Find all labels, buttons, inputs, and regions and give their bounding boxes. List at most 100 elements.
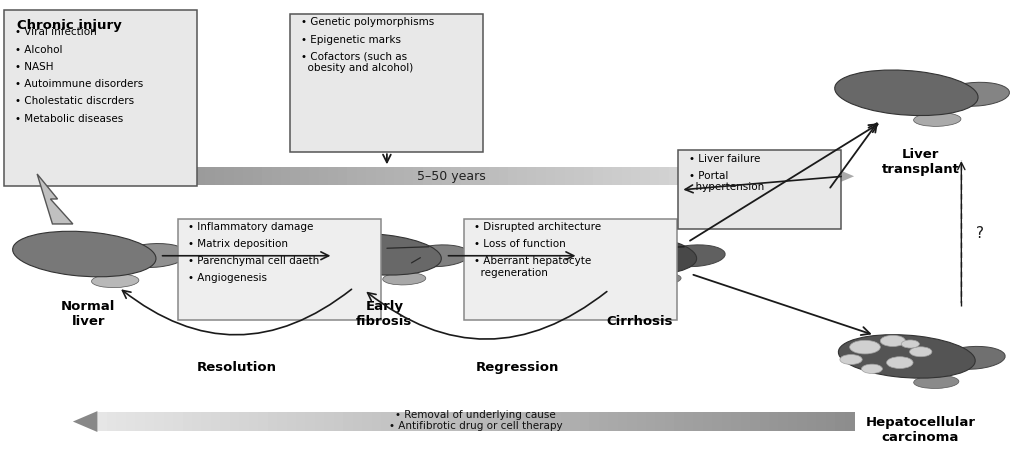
Bar — [343, 413, 354, 430]
Circle shape — [850, 340, 881, 354]
Ellipse shape — [835, 70, 978, 116]
Bar — [773, 167, 783, 186]
Bar — [329, 167, 339, 186]
Bar — [688, 167, 698, 186]
Bar — [565, 167, 575, 186]
Bar — [527, 167, 538, 186]
Bar — [769, 413, 779, 430]
Bar — [665, 413, 676, 430]
Text: • Angiogenesis: • Angiogenesis — [188, 273, 267, 283]
Bar — [262, 167, 272, 186]
Bar — [778, 413, 788, 430]
Text: Hepatocellular
carcinoma: Hepatocellular carcinoma — [865, 416, 976, 444]
Bar — [546, 167, 556, 186]
Bar — [168, 167, 178, 186]
Bar — [111, 167, 121, 186]
Text: • Genetic polymorphisms: • Genetic polymorphisms — [301, 17, 434, 27]
Bar — [659, 167, 670, 186]
Text: • Aberrant hepatocyte
  regeneration: • Aberrant hepatocyte regeneration — [474, 256, 592, 278]
Circle shape — [881, 335, 905, 346]
Bar — [735, 167, 745, 186]
Circle shape — [861, 364, 883, 373]
Bar — [542, 413, 552, 430]
Bar — [489, 167, 500, 186]
Bar — [845, 413, 855, 430]
Bar — [787, 413, 799, 430]
Bar — [309, 167, 319, 186]
Bar — [617, 413, 628, 430]
Ellipse shape — [941, 82, 1010, 106]
Bar — [713, 413, 723, 430]
Bar — [707, 167, 717, 186]
Bar — [816, 413, 826, 430]
Text: Early
fibrosis: Early fibrosis — [356, 300, 413, 329]
Bar — [432, 167, 442, 186]
Bar — [523, 413, 534, 430]
Bar — [202, 413, 212, 430]
Text: Regression: Regression — [475, 361, 559, 373]
Bar — [403, 167, 415, 186]
Bar — [177, 167, 187, 186]
Polygon shape — [37, 174, 73, 224]
Bar — [782, 167, 793, 186]
Bar — [356, 167, 368, 186]
Bar — [631, 167, 641, 186]
Bar — [622, 167, 632, 186]
Bar — [702, 413, 714, 430]
Bar — [602, 167, 613, 186]
Bar — [278, 413, 288, 430]
Bar — [580, 413, 590, 430]
Bar — [820, 167, 830, 186]
Bar — [763, 167, 774, 186]
Bar — [457, 413, 467, 430]
Bar — [466, 413, 477, 430]
Ellipse shape — [913, 375, 958, 388]
Bar — [693, 413, 703, 430]
Bar — [390, 413, 401, 430]
Bar — [726, 167, 736, 186]
Bar — [144, 413, 156, 430]
Bar — [215, 167, 225, 186]
Bar — [205, 167, 216, 186]
Bar — [716, 167, 727, 186]
Bar — [447, 413, 458, 430]
Bar — [233, 167, 244, 186]
Bar — [240, 413, 250, 430]
Bar — [120, 167, 131, 186]
Bar — [754, 167, 764, 186]
Bar — [296, 413, 306, 430]
Bar — [148, 167, 159, 186]
Bar — [229, 413, 241, 430]
Bar — [452, 167, 462, 186]
Bar — [627, 413, 638, 430]
Bar — [555, 167, 566, 186]
Bar — [394, 167, 404, 186]
Bar — [164, 413, 174, 430]
Bar — [287, 413, 297, 430]
FancyBboxPatch shape — [178, 218, 381, 320]
Bar — [495, 413, 505, 430]
Bar — [461, 167, 471, 186]
Text: Liver
transplant: Liver transplant — [882, 148, 959, 176]
Bar — [414, 167, 424, 186]
Text: • Disrupted architecture: • Disrupted architecture — [474, 222, 601, 232]
Bar — [347, 167, 357, 186]
Text: • Metabolic diseases: • Metabolic diseases — [14, 114, 123, 123]
Text: Resolution: Resolution — [197, 361, 276, 373]
Bar — [423, 167, 433, 186]
Bar — [101, 167, 112, 186]
Bar — [593, 167, 603, 186]
Bar — [744, 167, 755, 186]
Bar — [428, 413, 439, 430]
Text: • Inflammatory damage: • Inflammatory damage — [188, 222, 313, 232]
Bar — [438, 413, 449, 430]
Bar — [801, 167, 812, 186]
Text: • Removal of underlying cause: • Removal of underlying cause — [395, 410, 556, 420]
Bar — [697, 167, 708, 186]
Ellipse shape — [663, 245, 725, 266]
Ellipse shape — [311, 234, 441, 275]
Bar — [338, 167, 348, 186]
Bar — [117, 413, 127, 430]
Ellipse shape — [940, 346, 1006, 369]
Text: Chronic injury: Chronic injury — [16, 19, 122, 32]
